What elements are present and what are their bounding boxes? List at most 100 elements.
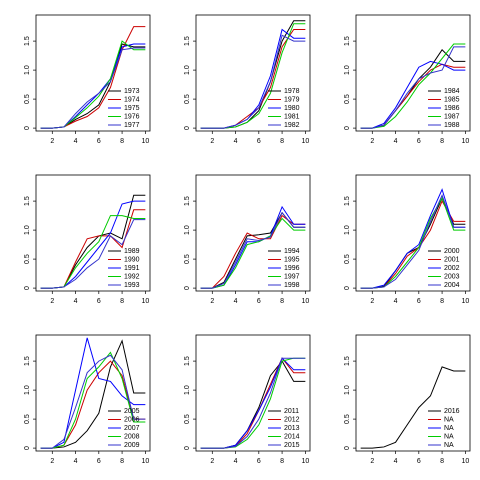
legend-label: 2016 bbox=[444, 408, 460, 415]
y-tick-label: 0 bbox=[184, 286, 191, 290]
x-tick-label: 4 bbox=[394, 138, 398, 145]
x-tick-label: 10 bbox=[301, 138, 309, 145]
legend-label: NA bbox=[444, 433, 454, 440]
y-tick-label: 1.5 bbox=[344, 356, 351, 366]
y-tick-label: 1.0 bbox=[24, 385, 31, 395]
legend-label: 1982 bbox=[284, 122, 300, 129]
series-line bbox=[40, 219, 146, 289]
y-tick-label: 0.5 bbox=[344, 94, 351, 104]
x-tick-label: 6 bbox=[97, 458, 101, 465]
plot-box bbox=[35, 14, 151, 132]
y-tick-label: 1.0 bbox=[24, 65, 31, 75]
y-tick-label: 1.5 bbox=[24, 196, 31, 206]
legend-label: 2009 bbox=[124, 442, 140, 449]
legend-label: 2008 bbox=[124, 433, 140, 440]
x-tick-label: 8 bbox=[120, 138, 124, 145]
legend-label: 2003 bbox=[444, 273, 460, 280]
x-tick-label: 2 bbox=[50, 458, 54, 465]
y-tick-label: 0 bbox=[344, 126, 351, 130]
y-tick-label: 0.5 bbox=[184, 254, 191, 264]
legend-label: 1990 bbox=[124, 256, 140, 263]
x-tick-label: 8 bbox=[120, 298, 124, 305]
y-tick-label: 1.0 bbox=[184, 65, 191, 75]
x-tick-label: 10 bbox=[141, 138, 149, 145]
x-tick-label: 6 bbox=[97, 298, 101, 305]
x-tick-label: 2 bbox=[370, 138, 374, 145]
x-tick-label: 4 bbox=[394, 298, 398, 305]
x-tick-label: 4 bbox=[74, 298, 78, 305]
x-tick-label: 6 bbox=[257, 298, 261, 305]
x-tick-label: 8 bbox=[440, 458, 444, 465]
x-tick-label: 2 bbox=[50, 138, 54, 145]
series-line bbox=[360, 366, 466, 449]
y-tick-label: 0.5 bbox=[344, 414, 351, 424]
plot-box bbox=[195, 14, 311, 132]
series-line bbox=[40, 47, 146, 129]
y-tick-label: 0 bbox=[344, 286, 351, 290]
legend-label: 2005 bbox=[124, 408, 140, 415]
series-line bbox=[360, 46, 466, 129]
legend-label: 1997 bbox=[284, 273, 300, 280]
legend-label: 2004 bbox=[444, 282, 460, 289]
y-tick-label: 0 bbox=[184, 446, 191, 450]
y-tick-label: 1.5 bbox=[24, 36, 31, 46]
x-tick-label: 6 bbox=[97, 138, 101, 145]
y-tick-label: 0.5 bbox=[184, 94, 191, 104]
x-tick-label: 6 bbox=[417, 298, 421, 305]
legend-label: NA bbox=[444, 442, 454, 449]
x-tick-label: 6 bbox=[257, 458, 261, 465]
legend-label: NA bbox=[444, 425, 454, 432]
x-tick-label: 8 bbox=[120, 458, 124, 465]
legend-label: 2015 bbox=[284, 442, 300, 449]
y-tick-label: 0.5 bbox=[24, 94, 31, 104]
y-tick-label: 0.5 bbox=[24, 254, 31, 264]
series-line bbox=[200, 357, 306, 449]
x-tick-label: 4 bbox=[234, 458, 238, 465]
legend-label: 1979 bbox=[284, 96, 300, 103]
y-tick-label: 0 bbox=[24, 286, 31, 290]
series-line bbox=[200, 211, 306, 289]
legend-label: 2013 bbox=[284, 425, 300, 432]
x-tick-label: 10 bbox=[461, 138, 469, 145]
legend-label: 1980 bbox=[284, 105, 300, 112]
legend-label: 1975 bbox=[124, 105, 140, 112]
legend-label: 1973 bbox=[124, 88, 140, 95]
x-tick-label: 8 bbox=[440, 298, 444, 305]
x-tick-label: 10 bbox=[301, 458, 309, 465]
legend-label: 2006 bbox=[124, 416, 140, 423]
y-tick-label: 0 bbox=[24, 446, 31, 450]
legend-label: 1981 bbox=[284, 113, 300, 120]
x-tick-label: 2 bbox=[50, 298, 54, 305]
y-tick-label: 0 bbox=[344, 446, 351, 450]
x-tick-label: 8 bbox=[280, 138, 284, 145]
y-tick-label: 1.5 bbox=[344, 196, 351, 206]
plot-box bbox=[195, 334, 311, 452]
y-tick-label: 1.5 bbox=[184, 36, 191, 46]
legend-label: 1996 bbox=[284, 265, 300, 272]
x-tick-label: 4 bbox=[234, 138, 238, 145]
legend-label: 1992 bbox=[124, 273, 140, 280]
x-tick-label: 2 bbox=[210, 138, 214, 145]
plot-box bbox=[355, 334, 471, 452]
y-tick-label: 0.5 bbox=[344, 254, 351, 264]
x-tick-label: 2 bbox=[210, 298, 214, 305]
x-tick-label: 10 bbox=[141, 298, 149, 305]
x-tick-label: 10 bbox=[461, 458, 469, 465]
legend-label: 1989 bbox=[124, 248, 140, 255]
plot-box bbox=[195, 174, 311, 292]
legend-label: 1976 bbox=[124, 113, 140, 120]
plot-box bbox=[355, 14, 471, 132]
y-tick-label: 0.5 bbox=[24, 414, 31, 424]
legend-label: 2000 bbox=[444, 248, 460, 255]
legend-label: 1985 bbox=[444, 96, 460, 103]
series-line bbox=[40, 351, 146, 449]
y-tick-label: 1.5 bbox=[184, 196, 191, 206]
y-tick-label: 1.5 bbox=[344, 36, 351, 46]
legend-label: 1986 bbox=[444, 105, 460, 112]
y-tick-label: 0 bbox=[24, 126, 31, 130]
legend-label: 1984 bbox=[444, 88, 460, 95]
